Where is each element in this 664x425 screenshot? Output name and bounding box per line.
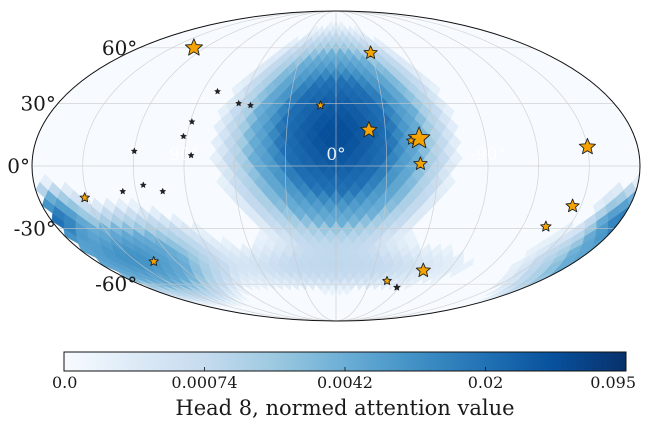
heatmap-cell — [240, 243, 252, 259]
source-star-marker — [159, 188, 166, 195]
graticule-meridian — [82, 11, 337, 321]
heatmap-cell — [441, 243, 453, 259]
graticule-meridian — [284, 11, 337, 321]
source-star-marker — [540, 220, 552, 232]
source-star-marker — [413, 156, 428, 170]
heatmap-cell — [317, 25, 324, 37]
lon-tick-label: 0° — [326, 145, 345, 165]
graticule-meridian — [132, 11, 337, 321]
heatmap-cell — [60, 181, 74, 199]
source-star-marker — [406, 135, 416, 145]
source-star-marker — [187, 152, 195, 159]
latitude-labels: 60° 30° 0° -30° -60° — [7, 36, 137, 296]
source-star-marker — [363, 45, 378, 59]
colorbar-tick-label: 0.0 — [52, 373, 77, 392]
colorbar-ticks: 0.0 0.00074 0.0042 0.02 0.095 — [52, 367, 636, 392]
heatmap-cell — [220, 235, 233, 252]
lon-tick-label: -90° — [470, 145, 506, 165]
source-star-marker — [415, 262, 431, 278]
source-star-marker — [578, 137, 596, 155]
heatmap-cell — [348, 25, 355, 37]
heatmap-cell — [461, 257, 475, 272]
colorbar-tick-label: 0.00074 — [171, 373, 237, 392]
graticule-meridian — [335, 11, 438, 321]
colorbar-tick-label: 0.095 — [590, 373, 636, 392]
longitude-labels: 90° 0° -90° — [169, 145, 506, 165]
source-star-marker — [315, 100, 326, 110]
source-star-marker — [188, 118, 196, 125]
colorbar-tick-label: 0.0042 — [317, 373, 373, 392]
heatmap-cell — [420, 243, 432, 259]
source-star-marker — [214, 88, 221, 95]
lat-tick-label: 0° — [7, 154, 30, 178]
source-star-marker — [79, 192, 90, 203]
heatmap-cell — [127, 197, 141, 214]
source-star-marker — [180, 133, 187, 140]
source-star-marker — [393, 283, 401, 291]
lat-tick-label: 30° — [20, 91, 55, 115]
colorbar-tick-label: 0.02 — [468, 373, 504, 392]
heatmap-cell — [39, 173, 53, 191]
source-star-marker — [360, 121, 378, 138]
heatmap-cell — [431, 243, 443, 259]
graticule-meridian — [183, 11, 337, 321]
source-star-marker — [565, 198, 580, 213]
mollweide-map: 90° 0° -90° — [31, 10, 641, 322]
source-star-marker — [131, 147, 138, 154]
graticule — [32, 11, 640, 321]
heatmap-cell — [103, 197, 116, 214]
source-star-marker — [148, 256, 159, 266]
source-star-marker — [119, 188, 126, 195]
lat-tick-label: -60° — [95, 272, 137, 296]
heatmap-cell — [611, 181, 625, 199]
source-star-marker — [184, 38, 203, 56]
source-star-marker — [140, 181, 147, 188]
graticule-meridian — [335, 11, 489, 321]
lat-tick-label: -30° — [14, 217, 56, 241]
heatmap-cell — [311, 25, 318, 37]
colorbar: 0.0 0.00074 0.0042 0.02 0.095 Head 8, normed… — [52, 351, 636, 420]
source-markers — [79, 38, 596, 291]
source-star-marker — [382, 275, 392, 285]
heatmap-cell — [327, 20, 334, 32]
heatmap-cell — [148, 205, 162, 222]
graticule-meridian — [335, 11, 540, 321]
heatmap-cell — [115, 197, 129, 214]
heatmap-cell — [354, 25, 361, 37]
colorbar-label: Head 8, normed attention value — [175, 396, 514, 420]
map-outline — [31, 10, 641, 322]
graticule-meridian — [335, 11, 388, 321]
lat-tick-label: 60° — [102, 36, 137, 60]
source-star-marker — [247, 102, 254, 109]
source-star-marker — [235, 100, 242, 107]
graticule-meridian — [335, 11, 590, 321]
graticule-meridian — [234, 11, 337, 321]
heatmap-cell — [338, 20, 345, 32]
heatmap-cell — [90, 197, 104, 214]
lon-tick-label: 90° — [169, 145, 199, 165]
